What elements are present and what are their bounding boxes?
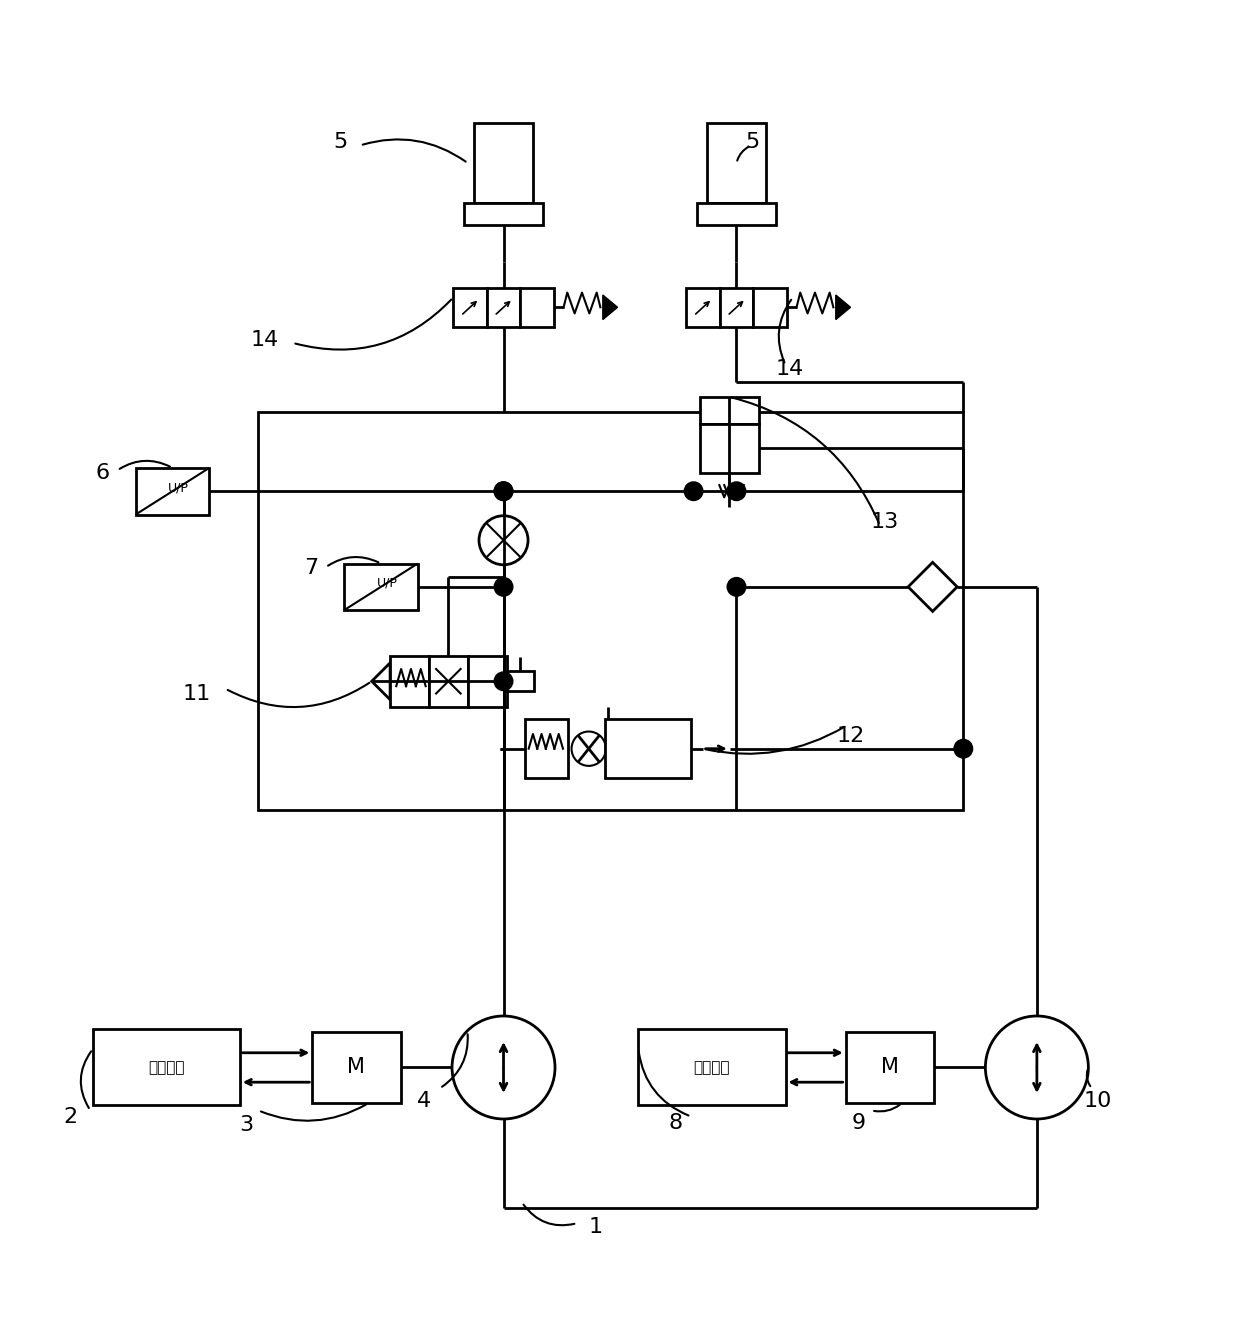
Text: 1: 1 bbox=[589, 1216, 603, 1236]
Circle shape bbox=[955, 740, 972, 757]
Text: 14: 14 bbox=[250, 330, 279, 351]
Text: 14: 14 bbox=[775, 359, 804, 379]
Text: 13: 13 bbox=[870, 512, 899, 533]
Polygon shape bbox=[908, 562, 957, 611]
Text: 11: 11 bbox=[182, 684, 211, 704]
Text: U/P: U/P bbox=[377, 577, 398, 590]
Text: 5: 5 bbox=[334, 131, 347, 151]
Bar bbox=[699, 424, 759, 472]
Bar bbox=[429, 656, 467, 706]
Bar bbox=[507, 672, 533, 690]
Bar bbox=[639, 1029, 785, 1105]
Circle shape bbox=[986, 1016, 1089, 1119]
Circle shape bbox=[495, 673, 512, 690]
Text: 7: 7 bbox=[304, 558, 319, 578]
Text: 8: 8 bbox=[668, 1113, 682, 1133]
Bar bbox=[467, 656, 507, 706]
Polygon shape bbox=[372, 662, 391, 700]
Circle shape bbox=[453, 1016, 556, 1119]
Text: 5: 5 bbox=[745, 131, 760, 151]
Bar bbox=[345, 563, 418, 610]
Bar bbox=[846, 1032, 934, 1103]
Circle shape bbox=[495, 483, 512, 500]
Circle shape bbox=[728, 483, 745, 500]
Text: 10: 10 bbox=[1084, 1090, 1112, 1111]
Bar bbox=[135, 468, 210, 515]
Polygon shape bbox=[836, 296, 851, 320]
Bar bbox=[697, 203, 776, 225]
Bar bbox=[312, 1032, 401, 1103]
Circle shape bbox=[728, 578, 745, 595]
Text: 6: 6 bbox=[95, 463, 109, 483]
Text: 3: 3 bbox=[239, 1115, 253, 1135]
Bar bbox=[753, 288, 786, 326]
Bar bbox=[521, 288, 554, 326]
Bar bbox=[391, 656, 429, 706]
Bar bbox=[474, 123, 533, 203]
Bar bbox=[487, 288, 521, 326]
Bar bbox=[699, 397, 759, 424]
Text: 9: 9 bbox=[852, 1113, 867, 1133]
Circle shape bbox=[495, 578, 512, 595]
Circle shape bbox=[495, 483, 512, 500]
Bar bbox=[464, 203, 543, 225]
Bar bbox=[719, 288, 753, 326]
Text: 2: 2 bbox=[63, 1107, 78, 1127]
Polygon shape bbox=[603, 296, 618, 320]
Circle shape bbox=[684, 483, 702, 500]
Text: M: M bbox=[880, 1057, 899, 1077]
Bar bbox=[93, 1029, 239, 1105]
Text: 12: 12 bbox=[837, 727, 864, 747]
Circle shape bbox=[572, 732, 606, 765]
Text: M: M bbox=[347, 1057, 366, 1077]
Text: 第二电源: 第二电源 bbox=[693, 1060, 730, 1074]
Bar bbox=[605, 720, 691, 779]
Bar bbox=[258, 412, 963, 809]
Text: 第一电源: 第一电源 bbox=[148, 1060, 185, 1074]
Bar bbox=[707, 123, 766, 203]
Bar bbox=[525, 720, 568, 779]
Bar bbox=[686, 288, 719, 326]
Circle shape bbox=[479, 515, 528, 565]
Text: 4: 4 bbox=[417, 1090, 430, 1111]
Text: U/P: U/P bbox=[169, 482, 188, 494]
Bar bbox=[454, 288, 487, 326]
